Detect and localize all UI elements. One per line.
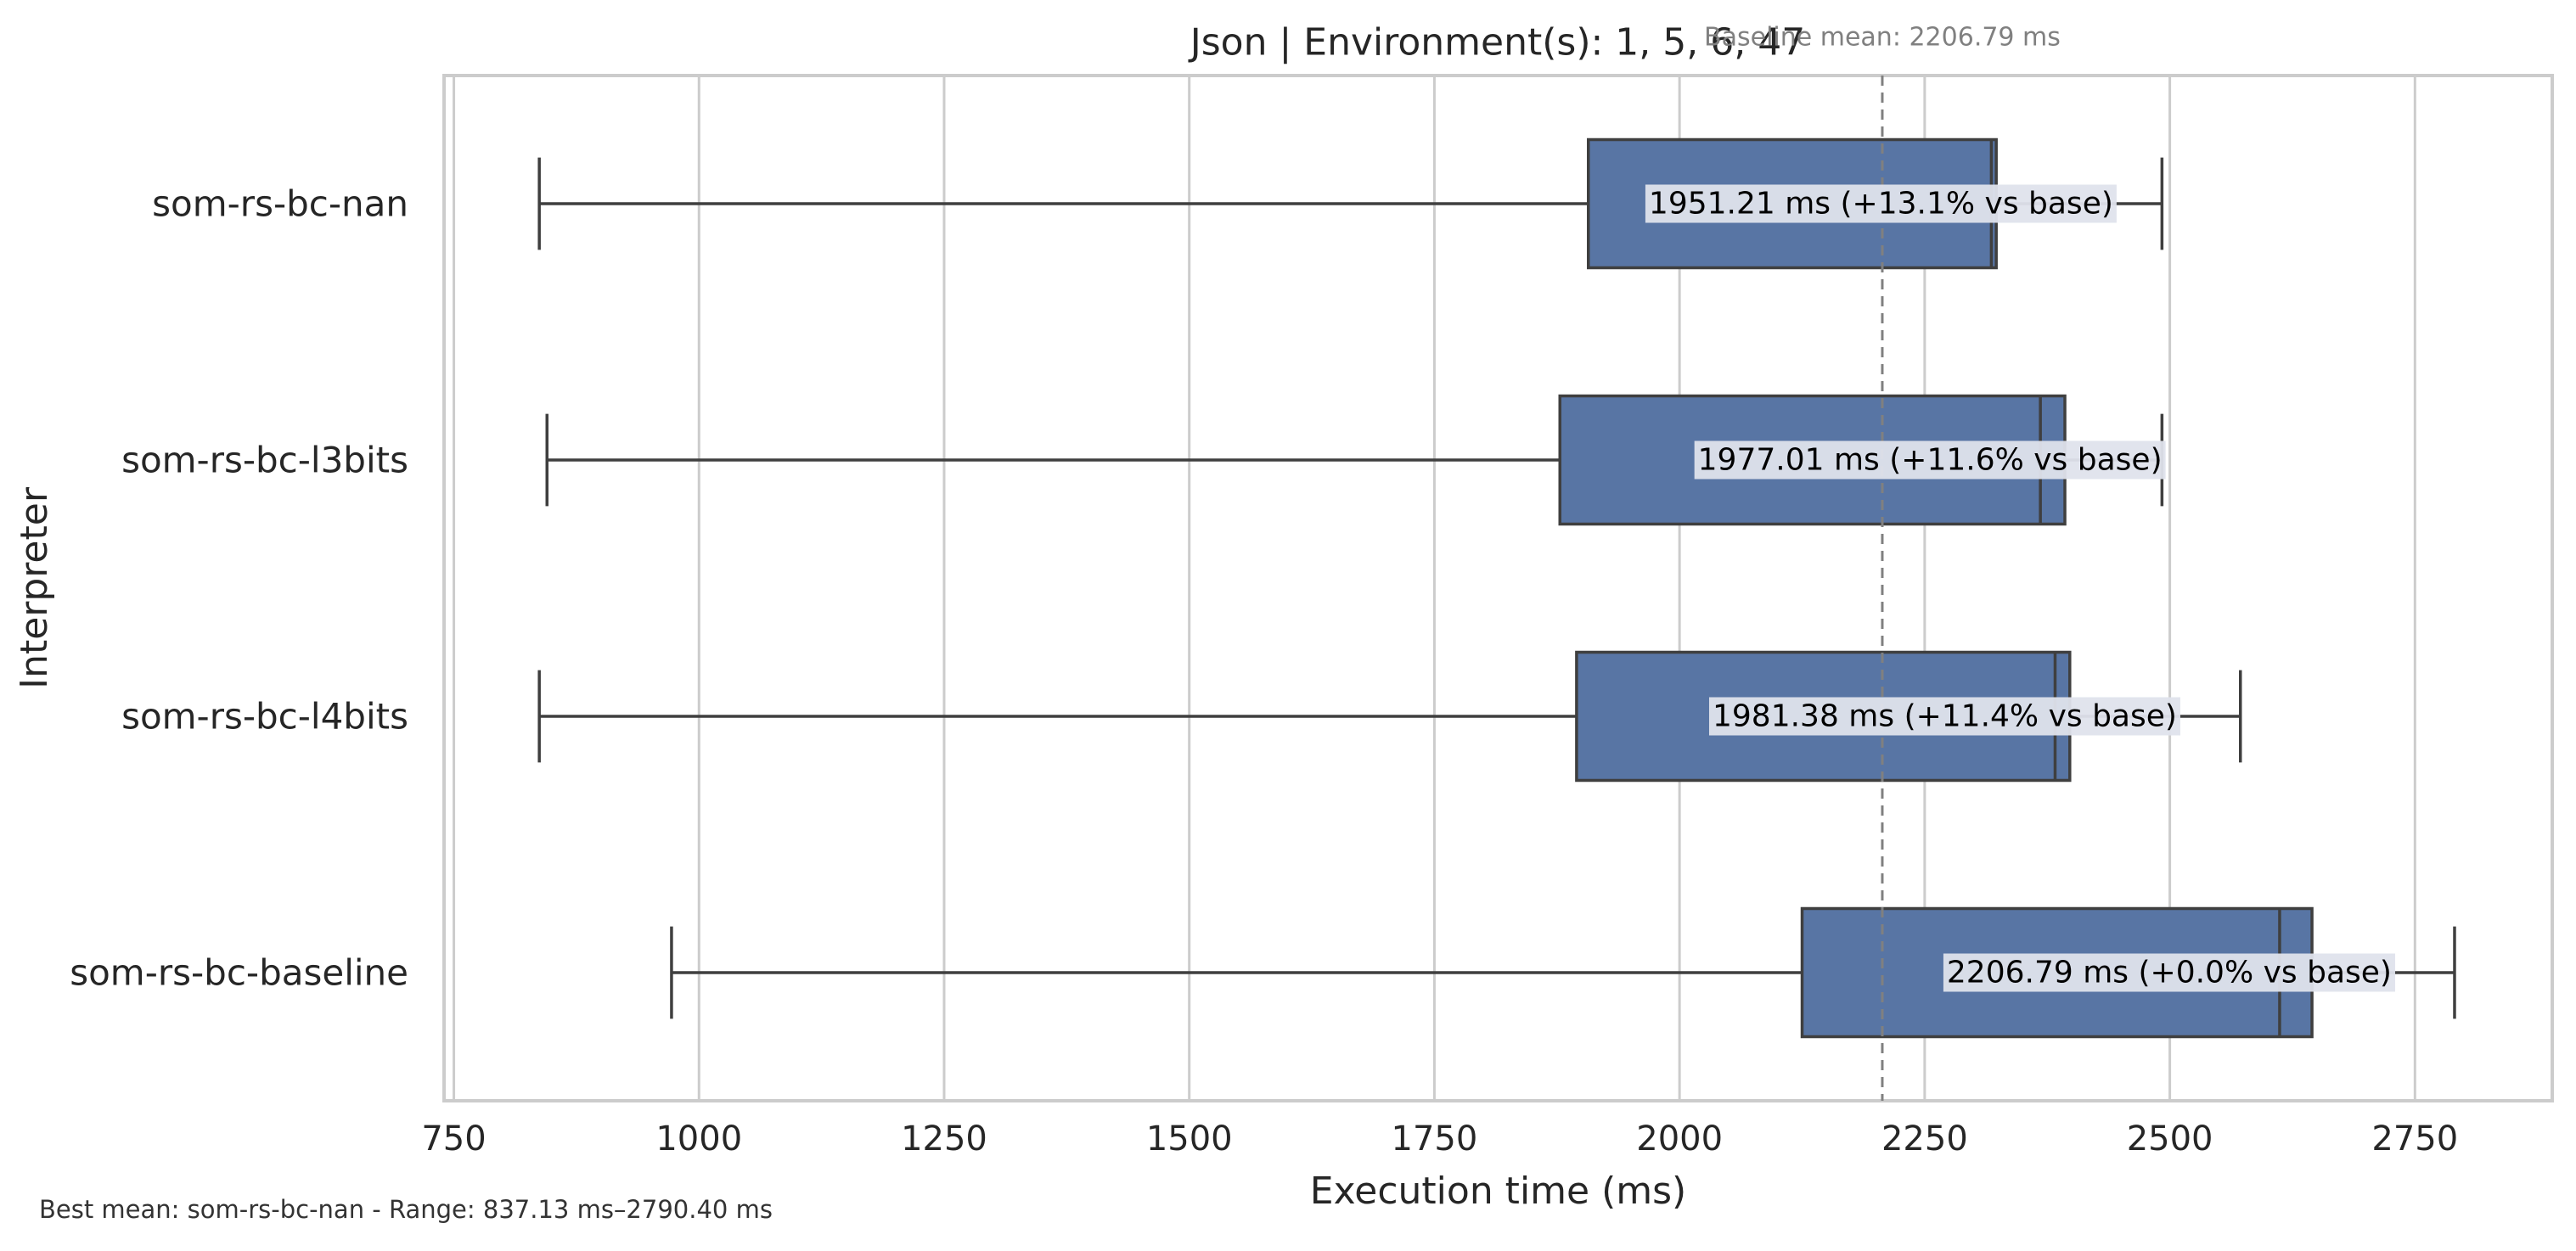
x-tick-label: 1750: [1392, 1119, 1478, 1158]
y-tick-label: som-rs-bc-l3bits: [121, 440, 408, 481]
value-label: 2206.79 ms (+0.0% vs base): [1947, 956, 2392, 990]
x-tick-label: 1000: [655, 1119, 742, 1158]
x-tick-label: 2750: [2371, 1119, 2458, 1158]
y-axis-label: Interpreter: [13, 486, 56, 689]
value-label: 1951.21 ms (+13.1% vs base): [1649, 187, 2113, 222]
value-label: 1977.01 ms (+11.6% vs base): [1698, 443, 2163, 478]
value-label-background: [1943, 953, 2395, 992]
value-label-background: [1694, 440, 2166, 480]
x-tick-label: 1250: [901, 1119, 987, 1158]
value-label-background: [1645, 184, 2117, 223]
x-axis-label: Execution time (ms): [1310, 1170, 1686, 1213]
value-label: 1981.38 ms (+11.4% vs base): [1713, 699, 2177, 734]
y-tick-label: som-rs-bc-baseline: [70, 952, 408, 994]
x-tick-label: 2000: [1636, 1119, 1723, 1158]
x-tick-label: 1500: [1146, 1119, 1233, 1158]
x-tick-label: 2250: [1881, 1119, 1968, 1158]
value-label-background: [1708, 697, 2180, 736]
baseline-label: Baseline mean: 2206.79 ms: [1704, 23, 2061, 53]
x-tick-label: 750: [421, 1119, 486, 1158]
y-tick-label: som-rs-bc-nan: [152, 183, 408, 225]
chart-title: Json | Environment(s): 1, 5, 6, 47: [1188, 21, 1805, 65]
y-tick-label: som-rs-bc-l4bits: [121, 696, 408, 738]
x-tick-label: 2500: [2127, 1119, 2213, 1158]
plot-frame: [442, 74, 2554, 1102]
footer-note: Best mean: som-rs-bc-nan - Range: 837.13…: [39, 1195, 773, 1224]
